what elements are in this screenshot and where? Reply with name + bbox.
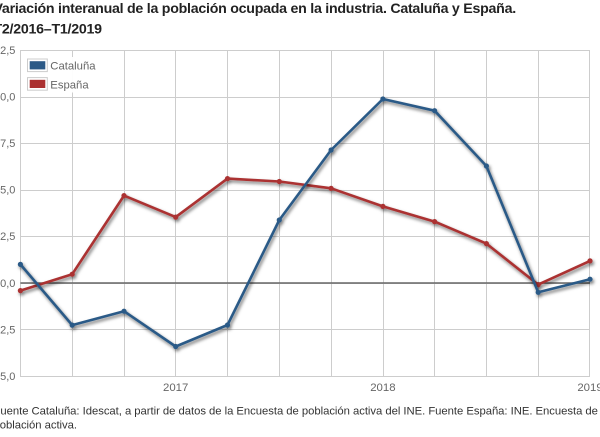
svg-text:7,5: 7,5 bbox=[0, 138, 15, 150]
svg-text:Fuente Cataluña: Idescat, a pa: Fuente Cataluña: Idescat, a partir de da… bbox=[0, 405, 598, 417]
svg-text:2,5: 2,5 bbox=[0, 231, 15, 243]
svg-text:10,0: 10,0 bbox=[0, 92, 15, 104]
svg-text:0,0: 0,0 bbox=[0, 278, 15, 290]
svg-text:5,0: 5,0 bbox=[0, 185, 15, 197]
svg-text:España: España bbox=[50, 79, 89, 91]
svg-text:Cataluña: Cataluña bbox=[50, 61, 96, 73]
svg-text:-2,5: -2,5 bbox=[0, 324, 15, 336]
svg-text:12,5: 12,5 bbox=[0, 45, 15, 57]
svg-text:-5,0: -5,0 bbox=[0, 371, 15, 383]
svg-text:población activa.: población activa. bbox=[0, 420, 77, 432]
svg-text:Variación interanual de la pob: Variación interanual de la población ocu… bbox=[0, 1, 516, 17]
svg-text:2019: 2019 bbox=[577, 382, 600, 394]
svg-text:T2/2016–T1/2019: T2/2016–T1/2019 bbox=[0, 21, 102, 37]
svg-text:2017: 2017 bbox=[163, 382, 188, 394]
svg-text:2018: 2018 bbox=[370, 382, 395, 394]
